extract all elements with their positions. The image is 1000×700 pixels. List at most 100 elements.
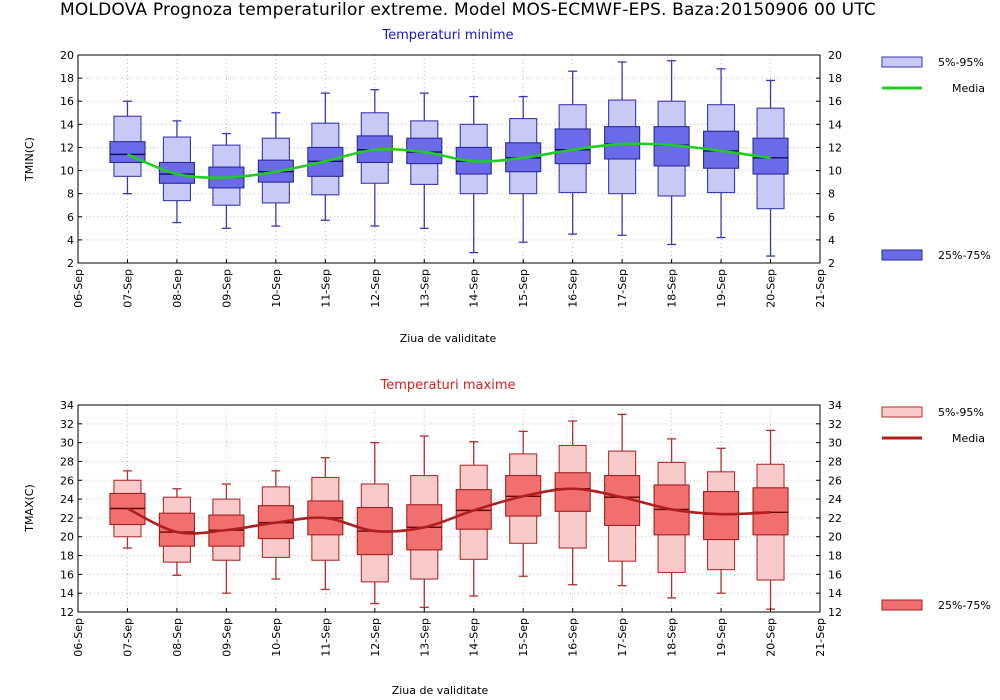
tmax-y-tick-label: 12 (60, 606, 74, 619)
tmin-x-tick-label: 20-Sep (765, 269, 778, 308)
tmax-y-tick-label-right: 16 (828, 568, 842, 581)
tmax-y-tick-label-right: 18 (828, 550, 842, 563)
tmax-y-tick-label-right: 34 (828, 399, 842, 412)
tmax-x-tick-label: 08-Sep (171, 618, 184, 657)
tmax-y-tick-label-right: 32 (828, 418, 842, 431)
tmin-y-tick-label: 16 (60, 95, 74, 108)
tmax-y-tick-label-right: 22 (828, 512, 842, 525)
tmin-y-tick-label-right: 12 (828, 141, 842, 154)
tmax-x-tick-label: 13-Sep (418, 618, 431, 657)
tmax-y-tick-label-right: 12 (828, 606, 842, 619)
tmax-q1-q3-box (455, 489, 492, 530)
tmax-q1-q3-box (554, 472, 591, 512)
tmax-x-tick-label: 09-Sep (220, 618, 233, 657)
tmax-y-tick-label: 26 (60, 474, 74, 487)
tmin-y-tick-label-right: 18 (828, 72, 842, 85)
tmax-y-axis-label: TMAX(C) (23, 484, 36, 533)
tmin-x-tick-label: 15-Sep (517, 269, 530, 308)
tmin-plot-frame (77, 54, 821, 264)
tmin-box-13-Sep (406, 92, 443, 229)
tmin-y-tick-label-right: 4 (828, 234, 835, 247)
tmin-y-tick-label: 10 (60, 165, 74, 178)
tmin-x-tick-label: 18-Sep (666, 269, 679, 308)
tmin-box-17-Sep (604, 61, 641, 236)
tmin-x-tick-label: 21-Sep (814, 269, 827, 308)
tmax-legend-label-box: 25%-75% (938, 599, 991, 612)
tmin-x-axis-label: Ziua de validitate (400, 332, 497, 345)
tmin-chart: Temperaturi minime 2 2 4 4 6 6 8 8 10 10 12 12 14 14 1… (23, 28, 991, 345)
tmax-x-tick-label: 11-Sep (319, 618, 332, 657)
tmax-legend-label-mean: Media (952, 432, 985, 445)
tmin-box-15-Sep (505, 95, 542, 243)
tmax-box-19-Sep (703, 447, 740, 594)
tmin-legend-swatch-box (881, 249, 923, 261)
tmin-y-tick-label: 18 (60, 72, 74, 85)
tmax-x-tick-label: 07-Sep (121, 618, 134, 657)
tmin-box-08-Sep (158, 120, 195, 224)
tmin-box-20-Sep (752, 79, 789, 257)
tmax-x-tick-label: 16-Sep (567, 618, 580, 657)
tmax-x-axis-label: Ziua de validitate (392, 684, 489, 697)
tmin-y-tick-label: 6 (67, 211, 74, 224)
tmin-x-tick-label: 13-Sep (418, 269, 431, 308)
tmin-mean-line (126, 142, 771, 179)
tmax-y-tick-label: 24 (60, 493, 74, 506)
tmin-y-tick-label-right: 6 (828, 211, 835, 224)
tmax-q1-q3-box (158, 512, 195, 547)
tmax-box-14-Sep (455, 441, 492, 597)
tmax-x-tick-label: 19-Sep (715, 618, 728, 657)
tmax-x-tick-label: 06-Sep (72, 618, 85, 657)
tmin-x-tick-label: 07-Sep (121, 269, 134, 308)
tmax-box-07-Sep (109, 470, 146, 549)
tmin-box-09-Sep (208, 132, 245, 229)
tmax-x-tick-label: 21-Sep (814, 618, 827, 657)
tmin-chart-title: Temperaturi minime (381, 28, 513, 43)
tmax-y-tick-label-right: 30 (828, 437, 842, 450)
tmax-y-tick-label: 32 (60, 418, 74, 431)
tmax-mean-line (126, 487, 771, 535)
tmin-x-tick-label: 17-Sep (616, 269, 629, 308)
tmin-y-tick-label-right: 14 (828, 118, 842, 131)
tmax-box-08-Sep (158, 488, 195, 576)
tmin-y-tick-label: 2 (67, 257, 74, 270)
tmin-box-11-Sep (307, 92, 344, 221)
tmin-x-tick-label: 08-Sep (171, 269, 184, 308)
tmin-x-tick-label: 10-Sep (270, 269, 283, 308)
tmin-q1-q3-box (554, 128, 591, 165)
tmin-box-18-Sep (653, 60, 690, 246)
tmin-x-tick-label: 14-Sep (468, 269, 481, 308)
tmax-q1-q3-box (752, 487, 789, 536)
tmin-legend-label-box: 25%-75% (938, 249, 991, 262)
tmax-y-tick-label-right: 14 (828, 587, 842, 600)
tmax-box-20-Sep (752, 429, 789, 610)
tmin-legend-label-mean: Media (952, 82, 985, 95)
tmin-y-tick-label: 20 (60, 49, 74, 62)
tmax-y-tick-label: 28 (60, 455, 74, 468)
tmin-y-axis-label: TMIN(C) (23, 137, 36, 182)
tmin-x-tick-label: 12-Sep (369, 269, 382, 308)
tmin-y-tick-label: 12 (60, 141, 74, 154)
tmax-legend: 5%-95% Media 25%-75% (881, 406, 991, 612)
tmax-box-12-Sep (356, 441, 393, 605)
tmax-chart: Temperaturi maxime 12 12 14 14 16 16 18 18 20 20 2… (23, 378, 991, 697)
tmax-x-tick-label: 15-Sep (517, 618, 530, 657)
tmax-box-11-Sep (307, 457, 344, 591)
tmax-plot-frame (77, 404, 821, 613)
tmin-box-12-Sep (356, 89, 393, 227)
tmin-y-tick-label: 8 (67, 188, 74, 201)
main-title: MOLDOVA Prognoza temperaturilor extreme.… (60, 0, 876, 20)
tmax-box-16-Sep (554, 420, 591, 586)
tmax-y-tick-label-right: 24 (828, 493, 842, 506)
tmin-y-tick-label: 14 (60, 118, 74, 131)
tmax-y-tick-label: 34 (60, 399, 74, 412)
tmax-x-tick-label: 14-Sep (468, 618, 481, 657)
tmin-y-tick-label: 4 (67, 234, 74, 247)
tmax-y-tick-label: 30 (60, 437, 74, 450)
tmax-x-tick-label: 18-Sep (666, 618, 679, 657)
tmin-y-tick-label-right: 2 (828, 257, 835, 270)
tmax-legend-label-whisker: 5%-95% (938, 406, 984, 419)
tmax-x-tick-label: 20-Sep (765, 618, 778, 657)
tmin-x-tick-label: 09-Sep (220, 269, 233, 308)
tmax-y-tick-label-right: 26 (828, 474, 842, 487)
